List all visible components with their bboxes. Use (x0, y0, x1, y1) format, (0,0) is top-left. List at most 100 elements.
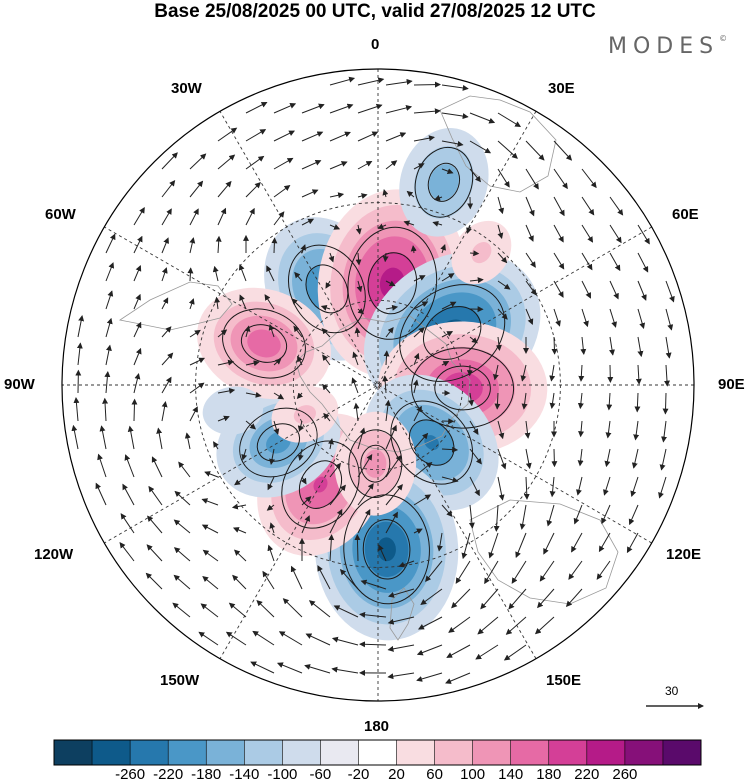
wind-vector-154 (413, 327, 425, 338)
wind-vector-64 (217, 207, 227, 226)
wind-vector-349 (256, 600, 275, 618)
wind-vector-240 (357, 427, 366, 450)
wind-vector-88 (328, 252, 335, 263)
colorbar-tick-label: 180 (536, 766, 562, 783)
wind-vector-92 (440, 244, 446, 254)
colorbar-swatch-16 (662, 740, 702, 765)
wind-vector-67 (301, 218, 315, 226)
wind-vector-34 (329, 161, 348, 170)
wind-vector-316 (233, 549, 247, 562)
wind-vector-177 (441, 361, 450, 367)
wind-vector-341 (451, 588, 471, 609)
wind-vector-271 (630, 476, 639, 498)
wind-vector-333 (232, 574, 247, 590)
wind-vector-49 (301, 189, 319, 198)
wind-vector-244 (469, 448, 482, 465)
wind-vector-16 (245, 129, 267, 142)
wind-vector-246 (525, 448, 532, 470)
wind-vector-213 (217, 415, 230, 422)
wind-vector-320 (354, 534, 361, 562)
australia-outline (469, 499, 619, 605)
wind-vector-248 (577, 448, 584, 467)
wind-vector-0 (329, 76, 356, 86)
contour-pos-70w-0 (222, 308, 306, 379)
modes-logo: MODES© (608, 34, 727, 59)
wind-vector-20 (357, 131, 379, 142)
wind-vector-59 (581, 196, 595, 216)
wind-vector-14 (497, 112, 522, 128)
colorbar-swatch-14 (586, 740, 626, 765)
wind-vector-3 (413, 81, 441, 88)
colorbar-swatch-13 (548, 740, 588, 765)
wind-vector-274 (122, 483, 135, 506)
wind-vector-164 (76, 342, 83, 366)
wind-vector-254 (151, 456, 163, 478)
wind-vector-226 (578, 420, 585, 438)
wind-vector-378 (416, 672, 443, 682)
wind-vector-367 (387, 644, 415, 652)
wind-vector-193 (273, 392, 285, 400)
brand-text: MODES (608, 34, 720, 59)
wind-vector-353 (359, 611, 387, 618)
wind-vector-251 (659, 448, 667, 471)
wind-vector-290 (573, 504, 583, 525)
wind-vector-97 (581, 252, 593, 271)
wind-vector-282 (357, 483, 374, 506)
wind-vector-168 (189, 357, 206, 366)
wind-vector-236 (241, 448, 248, 461)
colorbar-swatch-2 (130, 740, 169, 765)
wind-vector-259 (300, 476, 307, 485)
wind-vector-184 (635, 364, 642, 385)
wind-vector-29 (189, 153, 207, 170)
wind-vector-89 (355, 252, 362, 266)
colorbar-tick-label: 20 (388, 766, 405, 783)
wind-vector-264 (441, 476, 459, 483)
wind-vector-171 (273, 358, 282, 366)
wind-vector-4 (441, 84, 469, 91)
wind-vector-286 (468, 504, 475, 529)
wind-vector-94 (497, 252, 508, 264)
wind-vector-371 (503, 644, 527, 661)
wind-vector-334 (262, 570, 275, 590)
wind-vector-121 (105, 290, 114, 310)
colorbar-tick-label: -20 (347, 766, 370, 783)
wind-vector-137 (553, 308, 561, 327)
lon-label-90e: 90E (718, 376, 745, 393)
lon-label-180: 180 (364, 718, 390, 735)
colorbar-swatch-3 (168, 740, 207, 765)
wind-vector-105 (238, 263, 247, 282)
wind-vector-37 (413, 163, 425, 170)
wind-vector-93 (469, 250, 480, 257)
wind-vector-147 (217, 329, 228, 338)
wind-vector-247 (551, 448, 558, 468)
wind-vector-261 (357, 454, 373, 478)
wind-vector-300 (329, 508, 343, 534)
wind-vector-268 (549, 476, 556, 498)
wind-vector-131 (385, 304, 399, 311)
colorbar-tick-label: -60 (309, 766, 332, 783)
wind-vector-150 (293, 325, 303, 338)
wind-vector-170 (245, 360, 260, 367)
colorbar-tick-label: 140 (498, 766, 524, 783)
wind-vector-238 (297, 448, 304, 461)
wind-vector-272 (658, 476, 667, 499)
wind-vector-219 (384, 399, 391, 422)
wind-vector-377 (387, 672, 415, 680)
wind-vector-156 (469, 336, 478, 344)
colorbar-tick-label: 100 (460, 766, 486, 783)
map-disc-border (61, 68, 695, 702)
wind-vector-326 (511, 560, 527, 584)
wind-vector-80 (105, 233, 116, 254)
wind-vector-83 (189, 237, 196, 254)
wind-vector-252 (97, 453, 107, 478)
wind-vector-379 (445, 672, 471, 684)
wind-vector-35 (357, 161, 373, 170)
wind-vector-21 (385, 132, 407, 142)
wind-vector-179 (492, 364, 499, 381)
wind-vector-263 (413, 461, 433, 478)
wind-vector-124 (188, 298, 195, 310)
wind-vector-347 (200, 603, 219, 618)
wind-vector-82 (161, 237, 169, 254)
wind-vector-265 (469, 476, 480, 497)
wind-vector-5 (245, 102, 268, 114)
